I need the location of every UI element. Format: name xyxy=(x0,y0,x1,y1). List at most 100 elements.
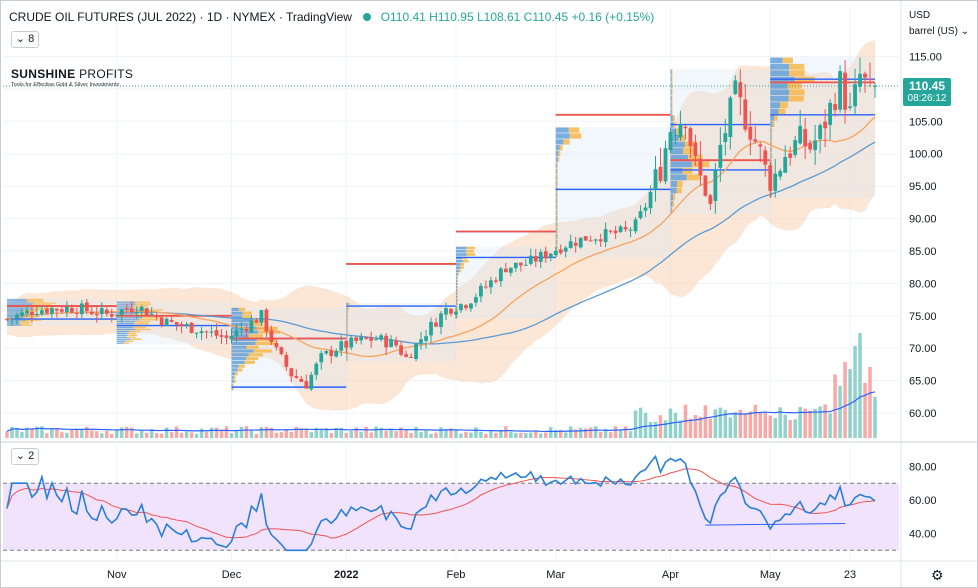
candle xyxy=(503,262,508,273)
indicator-collapse-button-main[interactable]: ⌄ 8 xyxy=(11,31,39,48)
indicator-collapse-button-rsi[interactable]: ⌄ 2 xyxy=(11,448,39,465)
volume-bar xyxy=(100,433,104,438)
candle-body xyxy=(349,337,354,348)
profile-row-up xyxy=(770,121,773,128)
rsi-signal-line xyxy=(6,468,876,539)
volume-bar xyxy=(638,407,643,438)
candle xyxy=(573,236,578,253)
price-tick-label: 65.00 xyxy=(909,376,937,388)
profile-row-up xyxy=(770,95,789,102)
profile-row-down xyxy=(556,192,558,198)
candle xyxy=(513,262,518,273)
symbol-title[interactable]: CRUDE OIL FUTURES (JUL 2022) · 1D · NYME… xyxy=(9,10,352,24)
volume-bar xyxy=(314,427,319,438)
profile-row-up xyxy=(455,246,467,250)
candle xyxy=(563,245,568,258)
profile-row-up xyxy=(116,303,136,305)
profile-row-up xyxy=(231,334,249,338)
candle xyxy=(374,335,379,341)
time-tick-label: Mar xyxy=(546,569,565,581)
profile-row-down xyxy=(26,300,43,302)
profile-row-up xyxy=(670,180,678,187)
profile-row-down xyxy=(233,379,236,383)
candle xyxy=(474,293,478,307)
volume-bar xyxy=(603,428,608,438)
profile-row-down xyxy=(132,307,145,309)
candle-body xyxy=(20,312,24,317)
candle-body xyxy=(688,128,693,147)
profile-row-down xyxy=(135,313,152,315)
profile-row-down xyxy=(135,328,151,331)
candle-body xyxy=(673,134,678,136)
profile-row-down xyxy=(563,139,570,145)
unit-label[interactable]: barrel (US) ⌄ xyxy=(909,26,970,37)
profile-row-up xyxy=(455,269,459,273)
profile-row-down xyxy=(135,301,151,303)
candle xyxy=(434,317,438,328)
candle xyxy=(189,322,194,334)
candle-body xyxy=(698,158,703,176)
profile-row-up xyxy=(670,174,687,181)
profile-row-up xyxy=(231,311,243,315)
bar-countdown: 08:26:12 xyxy=(907,93,947,104)
profile-row-down xyxy=(671,102,673,109)
candle-body xyxy=(99,308,104,315)
profile-row-down xyxy=(774,114,778,121)
profile-row-up xyxy=(455,295,458,299)
profile-row-down xyxy=(242,315,252,319)
profile-row-down xyxy=(125,340,134,342)
candle xyxy=(149,307,154,316)
candle xyxy=(683,124,688,140)
volume-bar xyxy=(873,396,877,438)
candle xyxy=(753,126,758,144)
profile-row-down xyxy=(347,324,349,327)
candle-body xyxy=(244,329,249,332)
candle xyxy=(279,346,284,356)
candle xyxy=(758,141,763,163)
candle xyxy=(124,303,129,314)
volume-bar xyxy=(553,429,558,438)
candle xyxy=(259,309,264,326)
candle-body xyxy=(94,313,99,316)
volume-bar xyxy=(558,429,563,438)
volume-bar xyxy=(299,428,304,438)
candle xyxy=(319,350,324,370)
currency-label[interactable]: USD xyxy=(909,10,931,21)
candle xyxy=(404,350,408,358)
logo-name-bold: SUNSHINE xyxy=(11,67,76,81)
candle xyxy=(459,303,463,313)
candle xyxy=(813,124,818,165)
candle-body xyxy=(683,126,688,129)
profile-row-up xyxy=(670,89,672,95)
profile-row-up xyxy=(770,63,789,70)
profile-row-down xyxy=(347,326,349,329)
profile-row-down xyxy=(25,316,41,318)
volume-bar xyxy=(828,413,832,438)
candle-body xyxy=(588,240,593,242)
profile-row-down xyxy=(233,375,236,380)
profile-row-up xyxy=(7,322,21,324)
candle-body xyxy=(818,125,823,139)
volume-bar xyxy=(409,432,413,438)
profile-row-up xyxy=(116,336,128,338)
profile-row-down xyxy=(457,295,458,299)
candle xyxy=(533,249,538,267)
volume-bar xyxy=(164,427,169,438)
candle-body xyxy=(384,335,389,348)
volume-bar xyxy=(803,408,807,438)
volume-bar xyxy=(264,426,269,438)
candle xyxy=(429,317,433,343)
profile-row-down xyxy=(22,317,36,319)
candle-body xyxy=(254,320,259,323)
gear-icon[interactable]: ⚙ xyxy=(931,567,944,583)
profile-row-up xyxy=(231,364,239,368)
profile-row-up xyxy=(455,289,458,292)
profile-row-down xyxy=(457,302,458,305)
candle xyxy=(718,127,723,182)
candle xyxy=(578,237,583,249)
volume-bar xyxy=(723,410,728,438)
profile-row-up xyxy=(555,233,557,240)
profile-row-up xyxy=(555,174,557,180)
candle xyxy=(583,236,588,241)
